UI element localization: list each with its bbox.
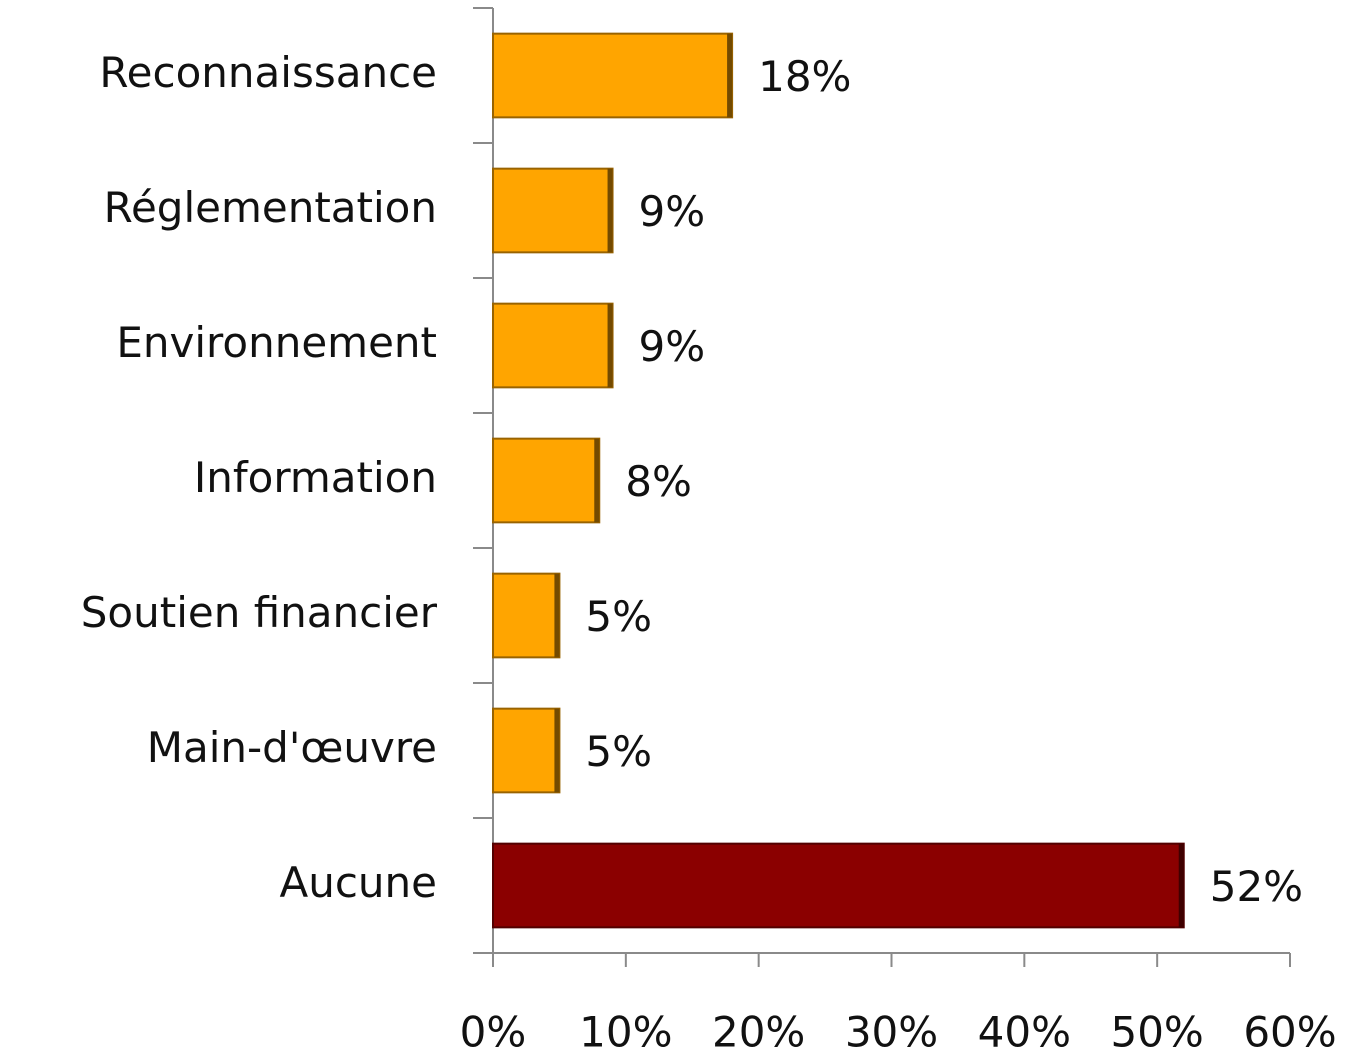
value-label: 52% bbox=[1210, 862, 1303, 911]
bar bbox=[492, 302, 614, 389]
x-tick-label: 60% bbox=[1243, 1008, 1336, 1057]
y-tick-label: Information bbox=[194, 453, 437, 502]
bar-edge bbox=[607, 168, 613, 253]
y-tick-label: Aucune bbox=[279, 858, 437, 907]
bar bbox=[492, 572, 561, 659]
bar-edge bbox=[554, 573, 560, 658]
y-tick-label: Soutien financier bbox=[81, 588, 438, 637]
bar-edge bbox=[607, 303, 613, 388]
bar bbox=[492, 32, 734, 119]
x-tick-label: 20% bbox=[712, 1008, 805, 1057]
bar-edge bbox=[554, 708, 560, 793]
bar bbox=[492, 707, 561, 794]
value-label: 18% bbox=[758, 52, 851, 101]
value-label: 9% bbox=[639, 322, 706, 371]
value-label: 8% bbox=[625, 457, 692, 506]
value-label: 5% bbox=[585, 727, 652, 776]
value-label: 9% bbox=[639, 187, 706, 236]
bar-edge bbox=[1178, 843, 1184, 928]
bar bbox=[492, 437, 601, 524]
x-tick-label: 0% bbox=[460, 1008, 527, 1057]
y-tick-label: Réglementation bbox=[104, 183, 437, 232]
bar-edge bbox=[727, 33, 733, 118]
y-tick-label: Reconnaissance bbox=[99, 48, 437, 97]
bar-edge bbox=[594, 438, 600, 523]
x-tick-label: 10% bbox=[579, 1008, 672, 1057]
y-tick-label: Main-d'œuvre bbox=[147, 723, 437, 772]
value-label: 5% bbox=[585, 592, 652, 641]
x-tick-label: 50% bbox=[1110, 1008, 1203, 1057]
bar bbox=[492, 167, 614, 254]
x-tick-label: 40% bbox=[978, 1008, 1071, 1057]
y-tick-label: Environnement bbox=[116, 318, 437, 367]
bar bbox=[492, 842, 1185, 929]
x-tick-label: 30% bbox=[845, 1008, 938, 1057]
